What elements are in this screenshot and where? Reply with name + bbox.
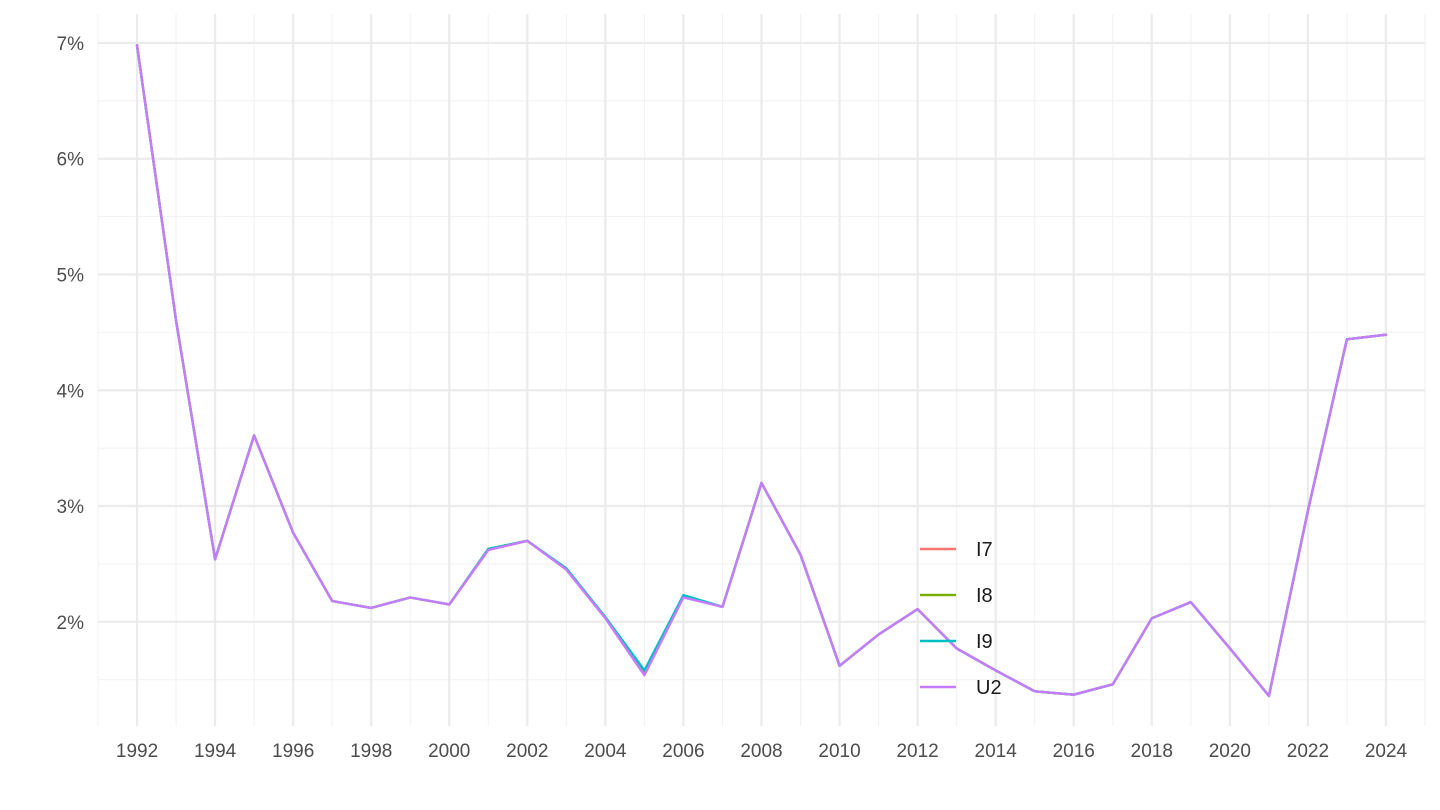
- y-tick-label: 2%: [57, 613, 85, 634]
- x-tick-label: 2020: [1209, 741, 1251, 762]
- x-tick-label: 2004: [584, 741, 627, 762]
- y-tick-label: 3%: [57, 497, 85, 518]
- y-tick-label: 6%: [57, 150, 85, 171]
- series-line-u2: [135, 44, 1388, 698]
- x-tick-label: 1996: [272, 741, 314, 762]
- x-tick-label: 2014: [975, 741, 1018, 762]
- x-tick-label: 2018: [1131, 741, 1173, 762]
- y-tick-label: 5%: [57, 265, 85, 286]
- x-tick-label: 1994: [194, 741, 237, 762]
- x-tick-label: 2006: [662, 741, 704, 762]
- x-tick-label: 2000: [428, 741, 470, 762]
- grid: [97, 14, 1426, 726]
- x-tick-label: 2016: [1053, 741, 1095, 762]
- x-tick-label: 2022: [1287, 741, 1329, 762]
- x-tick-label: 2002: [506, 741, 548, 762]
- legend-label-u2: U2: [976, 677, 1002, 699]
- x-tick-label: 2024: [1365, 741, 1408, 762]
- legend-label-i8: I8: [976, 585, 993, 607]
- x-tick-label: 1992: [116, 741, 158, 762]
- y-axis: 2% 3% 4% 5% 6% 7%: [57, 34, 85, 634]
- y-tick-label: 7%: [57, 34, 85, 55]
- legend-label-i9: I9: [976, 631, 993, 653]
- x-axis: 1992 1994 1996 1998 2000 2002 2004 2006 2008 2010…: [116, 741, 1408, 762]
- x-tick-label: 2008: [740, 741, 782, 762]
- x-tick-label: 1998: [350, 741, 392, 762]
- series-lines: [135, 44, 1388, 698]
- x-tick-label: 2012: [896, 741, 938, 762]
- x-tick-label: 2010: [818, 741, 860, 762]
- legend: I7 I8 I9 U2: [920, 539, 1002, 699]
- y-tick-label: 4%: [57, 381, 85, 402]
- legend-label-i7: I7: [976, 539, 993, 561]
